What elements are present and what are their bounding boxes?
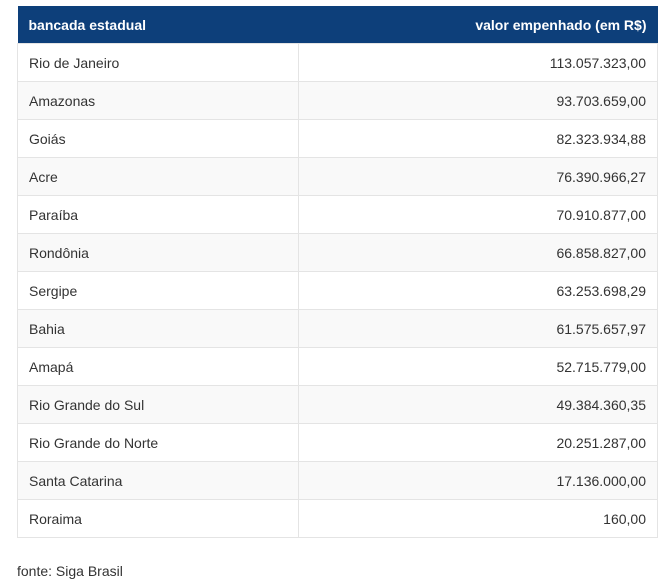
state-cell: Rio de Janeiro <box>17 43 299 82</box>
value-cell: 20.251.287,00 <box>298 423 658 462</box>
table-row: Rio de Janeiro 113.057.323,00 <box>17 43 658 82</box>
state-cell: Goiás <box>17 119 299 158</box>
table-header: bancada estadual valor empenhado (em R$) <box>17 6 658 44</box>
table-row: Sergipe 63.253.698,29 <box>17 271 658 310</box>
table-body: Rio de Janeiro 113.057.323,00 Amazonas 9… <box>17 43 658 538</box>
table-row: Bahia 61.575.657,97 <box>17 309 658 348</box>
state-cell: Rio Grande do Sul <box>17 385 299 424</box>
state-cell: Santa Catarina <box>17 461 299 500</box>
value-cell: 113.057.323,00 <box>298 43 658 82</box>
state-cell: Sergipe <box>17 271 299 310</box>
value-cell: 52.715.779,00 <box>298 347 658 386</box>
value-cell: 160,00 <box>298 499 658 538</box>
table-row: Santa Catarina 17.136.000,00 <box>17 461 658 500</box>
state-cell: Rio Grande do Norte <box>17 423 299 462</box>
table-row: Paraíba 70.910.877,00 <box>17 195 658 234</box>
header-row: bancada estadual valor empenhado (em R$) <box>17 6 658 44</box>
state-cell: Amapá <box>17 347 299 386</box>
table-row: Rio Grande do Sul 49.384.360,35 <box>17 385 658 424</box>
value-cell: 66.858.827,00 <box>298 233 658 272</box>
state-cell: Bahia <box>17 309 299 348</box>
data-table-container: bancada estadual valor empenhado (em R$)… <box>17 6 658 538</box>
table-row: Rio Grande do Norte 20.251.287,00 <box>17 423 658 462</box>
column-header-state: bancada estadual <box>17 6 299 44</box>
table-row: Rondônia 66.858.827,00 <box>17 233 658 272</box>
state-cell: Rondônia <box>17 233 299 272</box>
table-row: Goiás 82.323.934,88 <box>17 119 658 158</box>
state-cell: Acre <box>17 157 299 196</box>
column-header-value: valor empenhado (em R$) <box>298 6 658 44</box>
table-row: Roraima 160,00 <box>17 499 658 538</box>
state-cell: Amazonas <box>17 81 299 120</box>
data-table: bancada estadual valor empenhado (em R$)… <box>17 6 658 538</box>
source-note: fonte: Siga Brasil <box>17 563 123 579</box>
value-cell: 17.136.000,00 <box>298 461 658 500</box>
table-row: Acre 76.390.966,27 <box>17 157 658 196</box>
value-cell: 70.910.877,00 <box>298 195 658 234</box>
value-cell: 63.253.698,29 <box>298 271 658 310</box>
state-cell: Paraíba <box>17 195 299 234</box>
value-cell: 76.390.966,27 <box>298 157 658 196</box>
value-cell: 93.703.659,00 <box>298 81 658 120</box>
state-cell: Roraima <box>17 499 299 538</box>
value-cell: 82.323.934,88 <box>298 119 658 158</box>
table-row: Amapá 52.715.779,00 <box>17 347 658 386</box>
table-row: Amazonas 93.703.659,00 <box>17 81 658 120</box>
value-cell: 49.384.360,35 <box>298 385 658 424</box>
value-cell: 61.575.657,97 <box>298 309 658 348</box>
